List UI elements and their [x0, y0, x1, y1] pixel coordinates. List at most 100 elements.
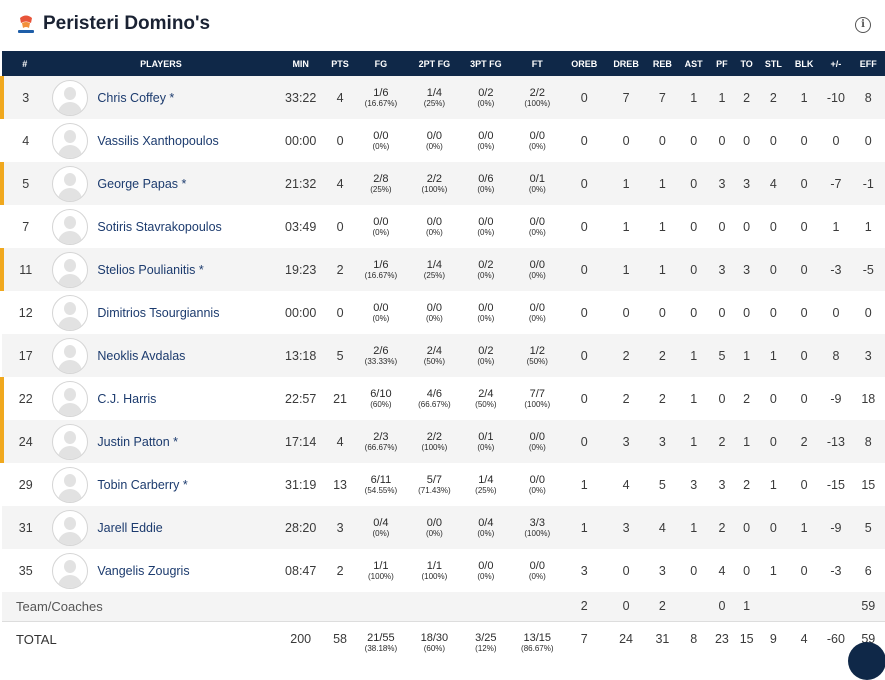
ft-made: 0/0: [529, 473, 545, 486]
info-icon[interactable]: i: [855, 17, 871, 33]
player-cell: Jarell Eddie: [47, 506, 274, 549]
ft-made: 0/0: [529, 301, 545, 314]
player-row[interactable]: 11 Stelios Poulianitis * 19:23 2 1/6 (16.67%)…: [0, 248, 885, 291]
player-row[interactable]: 7 Sotiris Stavrakopoulos 03:49 0 0/0 (0%) 0/0(…: [2, 205, 885, 248]
team-stat-blk: [788, 592, 820, 621]
stat-stl: 1: [769, 477, 777, 492]
fg3-made: 0/0: [478, 129, 494, 142]
stat-pm: -10: [826, 90, 845, 105]
stat-eff: -5: [862, 262, 874, 277]
player-row[interactable]: 3 Chris Coffey * 33:22 4 1/6 (16.67%) 1/4 (25%)…: [0, 76, 885, 119]
total-blk: 4: [800, 631, 808, 646]
player-name-link[interactable]: Stelios Poulianitis *: [97, 262, 204, 277]
column-header[interactable]: EFF: [859, 58, 877, 69]
fg-pct: (0%): [372, 528, 390, 538]
player-name-link[interactable]: Jarell Eddie: [97, 520, 163, 535]
player-avatar-icon: [52, 79, 89, 116]
column-header[interactable]: PLAYERS: [140, 58, 182, 69]
player-name-link[interactable]: George Papas *: [97, 176, 187, 191]
player-row[interactable]: 17 Neoklis Avdalas 13:18 5 2/6 (33.33%) 2/4 (50…: [2, 334, 885, 377]
fg2-pct: (66.67%): [418, 399, 451, 409]
total-stl: 9: [769, 631, 777, 646]
stat-reb: 0: [658, 305, 666, 320]
player-row[interactable]: 12 Dimitrios Tsourgiannis 00:00 0 0/0 (0%) 0/0…: [2, 291, 885, 334]
ft-made: 3/3: [529, 516, 545, 529]
column-header[interactable]: PF: [716, 58, 728, 69]
player-row[interactable]: 22 C.J. Harris 22:57 21 6/10 (60%) 4/6 (66.67%)…: [0, 377, 885, 420]
player-name-link[interactable]: Tobin Carberry *: [97, 477, 188, 492]
fg: 0/4 (0%): [353, 506, 409, 549]
fg3-made: 0/2: [478, 344, 494, 357]
stat-eff: 6: [864, 563, 872, 578]
minutes: 13:18: [285, 348, 317, 363]
player-name-link[interactable]: Dimitrios Tsourgiannis: [97, 305, 220, 320]
player-row[interactable]: 29 Tobin Carberry * 31:19 13 6/11 (54.55%) 5/7…: [2, 463, 885, 506]
stat-pf: 0: [718, 219, 726, 234]
stat-pf: 1: [718, 90, 726, 105]
column-header[interactable]: AST: [684, 58, 703, 69]
player-row[interactable]: 24 Justin Patton * 17:14 4 2/3 (66.67%) 2/2 (10…: [0, 420, 885, 463]
floating-action-button[interactable]: [848, 642, 885, 680]
player-row[interactable]: 31 Jarell Eddie 28:20 3 0/4 (0%) 0/0 (0%) 0/4 (0%…: [2, 506, 885, 549]
ft: 1/2 (50%): [512, 334, 563, 377]
fg: 2/3 (66.67%): [353, 420, 409, 463]
fg-pct: (0%): [372, 227, 390, 237]
column-header[interactable]: MIN: [292, 58, 309, 69]
fg3: 0/1 (0%): [460, 420, 511, 463]
player-name-link[interactable]: Vangelis Zougris: [97, 563, 190, 578]
ft-made: 0/1: [529, 172, 545, 185]
player-name-link[interactable]: C.J. Harris: [97, 391, 157, 406]
stat-pf: 2: [718, 434, 726, 449]
player-row[interactable]: 5 George Papas * 21:32 4 2/8 (25%) 2/2 (100%) 0/…: [0, 162, 885, 205]
player-cell: Tobin Carberry *: [47, 463, 274, 506]
player-row[interactable]: 35 Vangelis Zougris 08:47 2 1/1 (100%) 1/1 (100…: [2, 549, 885, 592]
fg2: 5/7 (71.43%): [409, 463, 460, 506]
fg2-made: 4/6: [426, 387, 443, 400]
column-header[interactable]: 2PT FG: [418, 58, 451, 69]
player-name-link[interactable]: Justin Patton *: [97, 434, 179, 449]
player-name-link[interactable]: Chris Coffey *: [97, 90, 175, 105]
fg-pct: (16.67%): [364, 98, 398, 108]
total-fg2: 18/30 (60%): [409, 621, 460, 661]
stat-reb: 3: [658, 563, 666, 578]
column-header[interactable]: OREB: [571, 58, 598, 69]
fg2: 0/0 (0%): [409, 506, 460, 549]
fg-made: 0/0: [373, 301, 389, 314]
fg2-made: 1/4: [426, 86, 443, 99]
stat-ast: 1: [690, 90, 698, 105]
column-header[interactable]: TO: [740, 58, 753, 69]
stat-stl: 0: [769, 391, 777, 406]
stat-oreb: 0: [580, 90, 588, 105]
fg3-made: 0/2: [478, 258, 494, 271]
player-name-link[interactable]: Vassilis Xanthopoulos: [97, 133, 219, 148]
stat-to: 0: [743, 563, 751, 578]
stat-pf: 3: [718, 477, 726, 492]
fg2-made: 1/1: [426, 559, 443, 572]
stat-stl: 0: [769, 434, 777, 449]
stat-eff: -1: [862, 176, 874, 191]
column-header[interactable]: REB: [652, 58, 672, 69]
fg3: 0/2 (0%): [460, 248, 511, 291]
player-name-link[interactable]: Neoklis Avdalas: [97, 348, 186, 363]
player-name-link[interactable]: Sotiris Stavrakopoulos: [97, 219, 222, 234]
total-fg3: 3/25 (12%): [460, 621, 511, 661]
points: 0: [336, 133, 344, 148]
column-header[interactable]: PTS: [331, 58, 349, 69]
stat-dreb: 0: [622, 563, 630, 578]
player-row[interactable]: 4 Vassilis Xanthopoulos 00:00 0 0/0 (0%) 0/0 (0…: [2, 119, 885, 162]
column-header[interactable]: #: [22, 58, 28, 69]
column-header[interactable]: BLK: [794, 58, 814, 69]
column-header[interactable]: DREB: [613, 58, 639, 69]
fg3: 0/0 (0%): [460, 205, 511, 248]
column-header[interactable]: FG: [374, 58, 388, 69]
fg: 0/0 (0%): [353, 205, 409, 248]
minutes: 08:47: [285, 563, 317, 578]
column-header[interactable]: 3PT FG: [470, 58, 502, 69]
column-header[interactable]: FT: [531, 58, 543, 69]
stat-stl: 0: [769, 219, 777, 234]
jersey-number: 29: [18, 477, 33, 492]
column-header[interactable]: +/-: [830, 58, 842, 69]
fg3: 0/4 (0%): [460, 506, 511, 549]
column-header[interactable]: STL: [764, 58, 782, 69]
jersey-number: 11: [0, 248, 48, 291]
